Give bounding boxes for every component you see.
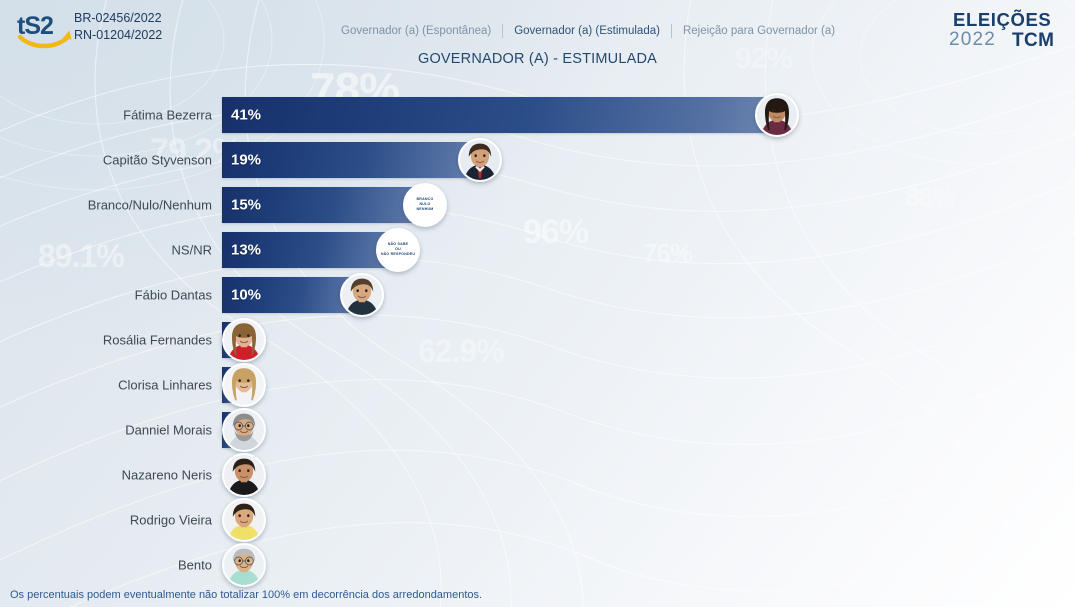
bar-value-label: 19% <box>231 151 262 168</box>
eleicoes-2022-tcm-logo: ELEIÇÕES 2022 TCM <box>949 9 1054 50</box>
avatar-man-suit-tie[interactable] <box>458 137 502 182</box>
row-label-woman-blonde-white: Clorisa Linhares <box>118 377 212 392</box>
row-label-branco-nulo-nenhum: Branco/Nulo/Nenhum <box>87 197 212 212</box>
page-header: tS2 BR-02456/2022 RN-01204/2022 Governad… <box>0 0 1075 58</box>
chart-row: Fábio Dantas 10% <box>0 272 1075 317</box>
tab-rejeicao-governador[interactable]: Rejeição para Governador (a) <box>682 25 836 37</box>
bar-zone: 10% <box>222 272 1075 317</box>
bar-zone <box>222 407 1075 452</box>
row-label-woman-dark-hair: Fátima Bezerra <box>123 107 212 122</box>
avatar-man-yellow-shirt[interactable] <box>222 497 266 542</box>
row-label-nao-sabe-nao-respondeu: NS/NR <box>171 242 212 257</box>
avatar-woman-blonde-white[interactable] <box>222 362 266 407</box>
avatar-nao-sabe-nao-respondeu[interactable]: NÃO SABE OU NÃO RESPONDEU <box>376 227 420 272</box>
row-label-man-suit-tie: Capitão Styvenson <box>102 152 212 167</box>
nav-separator <box>670 24 672 38</box>
registration-line-rn: RN-01204/2022 <box>74 27 163 42</box>
avatar-text-line: BRANCO <box>416 197 434 202</box>
row-label-woman-red-dress: Rosália Fernandes <box>102 332 212 347</box>
avatar-text-line: NÃO RESPONDEU <box>380 251 416 256</box>
chart-row: Fátima Bezerra 41% <box>0 92 1075 137</box>
avatar-woman-red-dress[interactable] <box>222 317 266 362</box>
avatar-text-line: NULO <box>419 202 431 207</box>
tab-governador-espontanea[interactable]: Governador (a) (Espontânea) <box>341 25 492 37</box>
registration-numbers: BR-02456/2022 RN-01204/2022 <box>74 10 162 43</box>
bar-zone: 15% BRANCO NULO NENHUM <box>222 182 1075 227</box>
nav-separator <box>502 24 504 38</box>
avatar-text-branco-nulo-nenhum: BRANCO NULO NENHUM <box>405 184 445 225</box>
svg-text:2022: 2022 <box>949 29 996 50</box>
avatar-man-black-shirt[interactable] <box>222 452 266 497</box>
bar-value-label: 13% <box>231 241 262 258</box>
row-label-man-beard-glasses: Danniel Morais <box>125 422 212 437</box>
chart-row: Nazareno Neris <box>0 452 1075 497</box>
avatar-man-beard-glasses[interactable] <box>222 407 266 452</box>
avatar-text-line: NÃO SABE <box>387 242 409 247</box>
bar-value-label: 10% <box>231 286 262 303</box>
bar-zone: 41% <box>222 92 1075 137</box>
avatar-woman-dark-hair[interactable] <box>755 92 799 137</box>
bar-zone: 13% NÃO SABE OU NÃO RESPONDEU <box>222 227 1075 272</box>
bar-zone <box>222 542 1075 587</box>
row-label-man-yellow-shirt: Rodrigo Vieira <box>129 512 212 527</box>
chart-row: Danniel Morais <box>0 407 1075 452</box>
bar-chart: Fátima Bezerra 41% Capitão Styvenson 19% Bra… <box>0 92 1075 587</box>
avatar-text-line: NENHUM <box>416 206 434 211</box>
row-label-man-dark-shirt: Fábio Dantas <box>134 287 212 302</box>
nav-tabs[interactable]: Governador (a) (Espontânea) Governador (… <box>330 24 846 38</box>
registration-line-br: BR-02456/2022 <box>74 11 162 25</box>
chart-row: NS/NR 13% NÃO SABE OU NÃO RESPONDEU <box>0 227 1075 272</box>
avatar-branco-nulo-nenhum[interactable]: BRANCO NULO NENHUM <box>403 182 447 227</box>
chart-title: GOVERNADOR (A) - ESTIMULADA <box>417 51 658 67</box>
avatar-text-nao-sabe-nao-respondeu: NÃO SABE OU NÃO RESPONDEU <box>378 229 418 270</box>
bar-branco-nulo-nenhum[interactable]: 15% <box>222 186 425 223</box>
ts2-logo: tS2 <box>17 12 72 49</box>
bar-value-label: 41% <box>231 106 262 123</box>
chart-row: Capitão Styvenson 19% <box>0 137 1075 182</box>
chart-row: Rosália Fernandes 1 <box>0 317 1075 362</box>
chart-row: Branco/Nulo/Nenhum 15% BRANCO NULO NENHUM <box>0 182 1075 227</box>
bar-zone <box>222 362 1075 407</box>
bar-zone: 19% <box>222 137 1075 182</box>
svg-text:TCM: TCM <box>1012 30 1054 50</box>
chart-row: Bento <box>0 542 1075 587</box>
row-label-man-mint-shirt: Bento <box>178 557 212 572</box>
avatar-man-mint-shirt[interactable] <box>222 542 266 587</box>
chart-row: Clorisa Linhares <box>0 362 1075 407</box>
bar-woman-dark-hair[interactable]: 41% <box>222 96 777 133</box>
svg-text:tS2: tS2 <box>17 12 53 40</box>
row-label-man-black-shirt: Nazareno Neris <box>121 467 212 482</box>
bar-man-dark-shirt[interactable]: 10% <box>222 276 362 313</box>
svg-text:ELEIÇÕES: ELEIÇÕES <box>953 9 1051 30</box>
avatar-text-line: OU <box>395 247 401 252</box>
chart-row: Rodrigo Vieira <box>0 497 1075 542</box>
bar-nao-sabe-nao-respondeu[interactable]: 13% <box>222 231 398 268</box>
tab-governador-estimulada[interactable]: Governador (a) (Estimulada) <box>514 25 660 37</box>
footnote: Os percentuais podem eventualmente não t… <box>10 589 483 601</box>
bar-zone <box>222 452 1075 497</box>
bar-zone: 1 <box>222 317 1075 362</box>
avatar-man-dark-shirt[interactable] <box>340 272 384 317</box>
bar-man-suit-tie[interactable]: 19% <box>222 141 480 178</box>
bar-zone <box>222 497 1075 542</box>
bar-value-label: 15% <box>231 196 262 213</box>
